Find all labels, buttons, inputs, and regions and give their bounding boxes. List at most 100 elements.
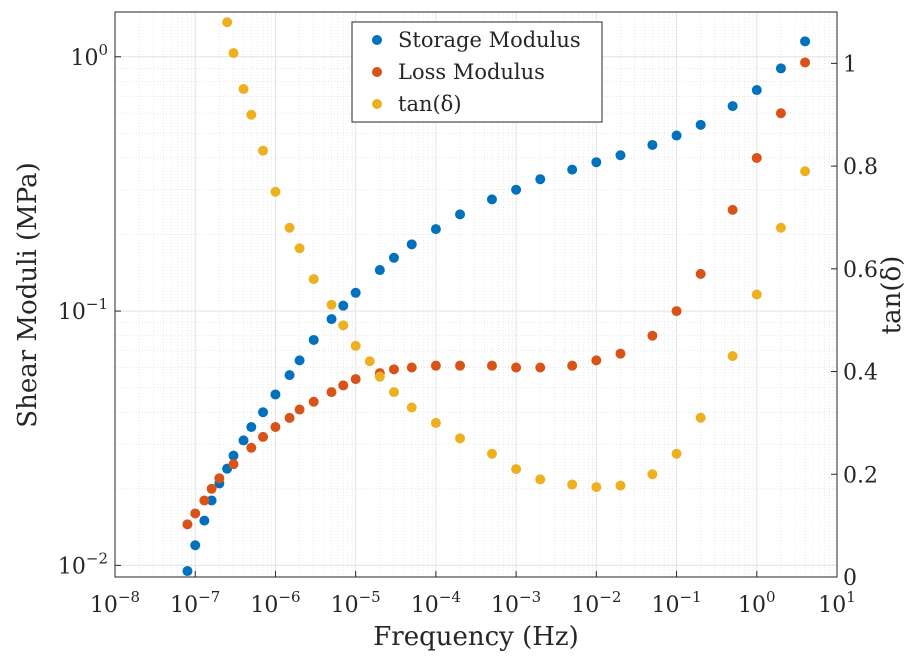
data-point (308, 396, 319, 407)
data-point (338, 320, 349, 331)
data-point (695, 412, 706, 423)
data-point (775, 108, 786, 119)
data-point (751, 85, 762, 96)
data-point (294, 243, 305, 254)
data-point (800, 57, 811, 68)
y-axis-label: Shear Moduli (MPa) (13, 162, 43, 427)
data-point (270, 389, 281, 400)
data-point (258, 145, 269, 156)
data-point (775, 63, 786, 74)
y-tick-label: 10−1 (58, 295, 108, 325)
data-point (535, 474, 546, 485)
y2-tick-label: 0.8 (843, 155, 878, 180)
data-point (727, 351, 738, 362)
legend: Storage Modulus Loss Modulus tan(δ) (351, 21, 603, 123)
x-tick-label: 10−7 (170, 588, 220, 618)
data-point (206, 495, 217, 506)
data-point (455, 433, 466, 444)
data-point (246, 109, 257, 120)
data-point (430, 360, 441, 371)
data-point (567, 164, 578, 175)
data-point (182, 566, 193, 577)
data-point (338, 380, 349, 391)
data-point (214, 473, 225, 484)
data-point (671, 448, 682, 459)
data-point (326, 314, 337, 325)
x-tick-label: 101 (818, 588, 856, 618)
series-layer (182, 17, 811, 577)
data-point (775, 222, 786, 233)
series-tan (222, 17, 811, 493)
data-point (246, 442, 257, 453)
x-tick-label: 10−5 (331, 588, 381, 618)
data-point (751, 152, 762, 163)
data-point (374, 265, 385, 276)
x-tick-label: 10−8 (90, 588, 140, 618)
x-tick-label: 10−3 (491, 588, 541, 618)
data-point (615, 480, 626, 491)
data-point (615, 348, 626, 359)
y-tick-label: 10−2 (58, 549, 108, 579)
legend-marker-storage-modulus (372, 35, 382, 45)
data-point (374, 371, 385, 382)
legend-box (351, 21, 603, 123)
data-point (284, 370, 295, 381)
data-point (406, 402, 417, 413)
data-point (800, 166, 811, 177)
legend-label-storage-modulus: Storage Modulus (398, 28, 581, 52)
data-point (567, 360, 578, 371)
data-point (535, 362, 546, 373)
data-point (695, 268, 706, 279)
x-tick-label: 100 (738, 588, 776, 618)
data-point (190, 508, 201, 519)
x-tick-label: 10−6 (250, 588, 300, 618)
data-point (511, 184, 522, 195)
y2-tick-label: 0.4 (843, 361, 878, 386)
data-point (199, 495, 210, 506)
data-point (199, 515, 210, 526)
legend-marker-loss-modulus (372, 67, 382, 77)
x-tick-label: 10−4 (411, 588, 461, 618)
data-point (228, 459, 239, 470)
data-point (294, 404, 305, 415)
data-point (364, 356, 375, 367)
data-point (647, 330, 658, 341)
data-point (800, 36, 811, 47)
series-loss-modulus (182, 57, 811, 530)
data-point (222, 17, 233, 28)
data-point (326, 299, 337, 310)
data-point (486, 360, 497, 371)
y2-tick-label: 0 (843, 566, 857, 591)
data-point (190, 540, 201, 551)
data-point (388, 252, 399, 263)
data-point (238, 84, 249, 95)
data-point (388, 364, 399, 375)
data-point (238, 435, 249, 446)
data-point (294, 355, 305, 366)
data-point (695, 119, 706, 130)
data-point (406, 239, 417, 250)
data-point (350, 374, 361, 385)
data-point (647, 469, 658, 480)
data-point (455, 209, 466, 220)
plot-frame (114, 11, 838, 578)
data-point (486, 194, 497, 205)
data-point (671, 306, 682, 317)
data-point (486, 448, 497, 459)
data-point (270, 186, 281, 197)
data-point (430, 224, 441, 235)
data-point (284, 222, 295, 233)
legend-marker-tan-delta (372, 99, 382, 109)
data-point (591, 482, 602, 493)
y2-tick-label: 1 (843, 52, 857, 77)
data-point (591, 355, 602, 366)
legend-label-tan-delta: tan(δ) (398, 92, 462, 116)
data-point (228, 48, 239, 59)
data-point (511, 464, 522, 475)
y-tick-label: 100 (70, 41, 108, 71)
data-point (751, 289, 762, 300)
data-point (308, 274, 319, 285)
data-point (228, 450, 239, 461)
data-point (258, 407, 269, 418)
